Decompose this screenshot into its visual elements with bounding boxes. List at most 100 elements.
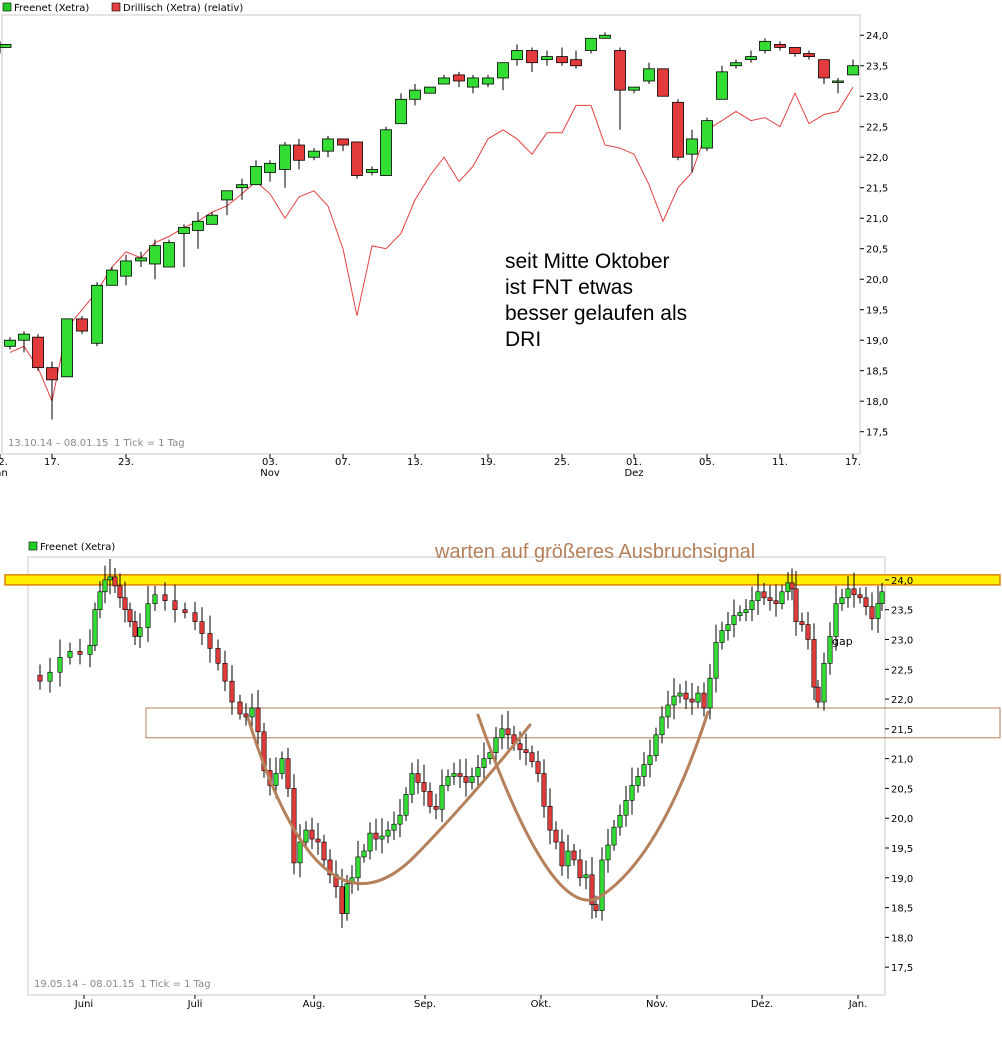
lower-candle-body <box>47 671 53 682</box>
lower-y-tick-label: 22,0 <box>891 695 913 706</box>
lower-candle-body <box>665 704 671 718</box>
upper-chart: Freenet (Xetra) Drillisch (Xetra) (relat… <box>0 2 888 479</box>
lower-candle-body <box>701 692 707 709</box>
lower-candle-body <box>385 829 391 837</box>
upper-candle-body <box>716 71 728 100</box>
lower-candle-body <box>102 579 108 593</box>
lower-candle-body <box>529 752 535 762</box>
upper-x-tick-label: 17. <box>44 457 60 468</box>
lower-candle-body <box>737 612 743 616</box>
upper-legend-drillisch-label: Drillisch (Xetra) (relativ) <box>123 3 243 14</box>
lower-candle-body <box>249 707 255 718</box>
lower-candle-body <box>505 728 511 736</box>
upper-candle-body <box>149 245 161 265</box>
upper-candle-body <box>789 47 801 54</box>
upper-candle-body <box>686 138 698 155</box>
upper-y-tick-label: 18,0 <box>866 397 888 408</box>
upper-legend-freenet-label: Freenet (Xetra) <box>14 3 89 14</box>
upper-candle-body <box>599 34 611 39</box>
upper-candle-body <box>818 59 830 79</box>
lower-candle-body <box>553 829 559 843</box>
upper-x-tick-label: 07. <box>335 457 351 468</box>
upper-x-axis: 17. 23. 03.Nov 07. 13. 19. 25. 01.Dez 05. 11. 17. 0… <box>0 454 861 479</box>
support-band-box <box>145 707 1001 739</box>
lower-candle-body <box>107 576 113 581</box>
resistance-band <box>4 574 1001 586</box>
lower-x-tick-label: Aug. <box>303 999 326 1010</box>
lower-candle-body <box>127 609 133 622</box>
left-bottom-arc <box>246 716 532 886</box>
upper-candle-body <box>236 184 248 189</box>
lower-candle-body <box>37 674 43 682</box>
lower-candle-body <box>215 648 221 664</box>
upper-y-tick-label: 22,5 <box>866 123 888 134</box>
lower-candle-body <box>77 651 83 655</box>
upper-y-tick-label: 21,5 <box>866 184 888 195</box>
lower-candle-body <box>879 591 885 605</box>
lower-y-tick-label: 18,5 <box>891 904 913 915</box>
lower-candle-body <box>403 794 409 816</box>
lower-y-tick-label: 22,5 <box>891 665 913 676</box>
lower-candle-body <box>499 728 505 739</box>
lower-y-tick-label: 23,5 <box>891 606 913 617</box>
lower-candle-body <box>565 850 571 867</box>
upper-y-tick-label: 24,0 <box>866 31 888 42</box>
upper-candle-body <box>832 80 844 83</box>
lower-candle-body <box>761 591 767 599</box>
upper-candle-body <box>497 62 509 79</box>
lower-candle-body <box>571 850 577 861</box>
lower-candle-body <box>659 716 665 736</box>
lower-candle-body <box>875 603 881 619</box>
lower-y-tick-label: 18,0 <box>891 933 913 944</box>
upper-candle-body <box>264 162 276 173</box>
lower-candle-body <box>605 844 611 861</box>
upper-y-tick-label: 17,5 <box>866 428 888 439</box>
upper-x-tick-label: 23. <box>118 457 134 468</box>
lower-title-annotation: warten auf größeres Ausbruchsignal <box>434 541 755 563</box>
lower-candle-body <box>707 677 713 709</box>
upper-candle-body <box>541 56 553 61</box>
lower-candle-body <box>207 633 213 649</box>
lower-candle-body <box>261 731 267 771</box>
upper-x-tick-label: 03. <box>262 457 278 468</box>
upper-candle-body <box>803 53 815 57</box>
lower-candle-body <box>547 805 553 831</box>
lower-x-tick-label: Jan. <box>848 999 868 1010</box>
lower-tick-label: 1 Tick = 1 Tag <box>140 979 211 990</box>
upper-candle-body <box>409 89 421 100</box>
lower-candle-body <box>481 758 487 768</box>
lower-candle-body <box>415 773 421 783</box>
upper-annotation-line-2: ist FNT etwas <box>505 276 633 299</box>
lower-candle-body <box>97 591 103 610</box>
lower-candle-body <box>779 591 785 605</box>
lower-candle-body <box>869 606 875 619</box>
lower-period-label: 19.05.14 – 08.01.15 <box>34 979 134 990</box>
lower-candle-body <box>297 841 303 864</box>
lower-candle-body <box>112 576 118 587</box>
lower-candle-body <box>222 662 228 682</box>
lower-candle-body <box>361 850 367 858</box>
lower-candle-body <box>339 886 345 914</box>
upper-x-tick-label: 05. <box>699 457 715 468</box>
lower-candle-body <box>327 859 333 876</box>
lower-candle-body <box>87 645 93 655</box>
upper-candle-body <box>163 242 175 268</box>
upper-candle-body <box>424 86 436 94</box>
lower-candle-body <box>695 692 701 703</box>
lower-candle-body <box>469 776 475 783</box>
upper-candle-body <box>438 77 450 85</box>
lower-y-tick-label: 23,0 <box>891 635 913 646</box>
lower-candle-body <box>725 624 731 631</box>
upper-candle-body <box>701 120 713 149</box>
upper-candle-body <box>32 336 44 369</box>
lower-candle-body <box>279 758 285 774</box>
upper-period-label: 13.10.14 – 08.01.15 <box>8 438 108 449</box>
lower-y-tick-label: 17,5 <box>891 963 913 974</box>
lower-candle-body <box>755 591 761 602</box>
upper-candle-body <box>279 144 291 170</box>
lower-x-axis: Juni Juli Aug. Sep. Okt. Nov. Dez. Jan. <box>74 995 868 1010</box>
upper-candle-body <box>730 62 742 67</box>
lower-y-axis: 24,0 23,5 23,0 22,5 22,0 21,5 21,0 20,5 20,0 19,5… <box>885 576 913 974</box>
lower-candle-body <box>677 692 683 697</box>
lower-candle-body <box>315 838 321 843</box>
